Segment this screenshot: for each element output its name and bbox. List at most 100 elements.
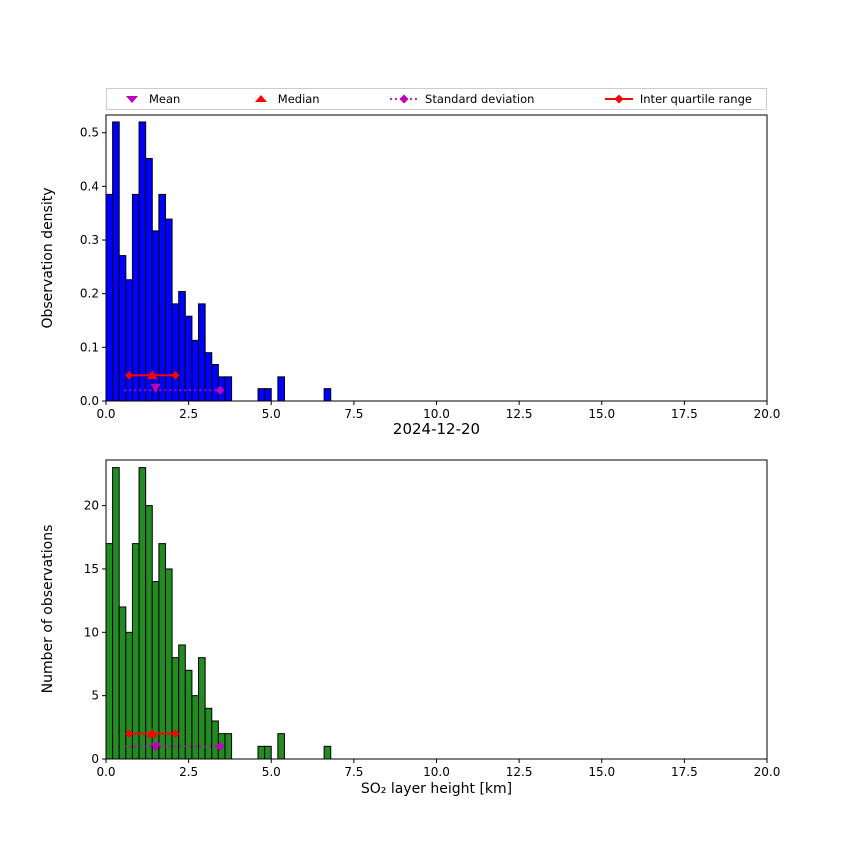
x-tick-label: 0.0	[96, 407, 115, 421]
iqr-legend-icon	[604, 94, 633, 104]
y-tick-label: 5	[91, 689, 99, 703]
x-tick-label: 12.5	[506, 765, 533, 779]
x-tick-label: 12.5	[506, 407, 533, 421]
legend-label-std: Standard deviation	[425, 92, 535, 106]
y-tick-label: 0.5	[80, 126, 99, 140]
histogram-bar	[138, 467, 147, 760]
histogram-bar	[178, 291, 186, 402]
histogram-bar	[191, 339, 200, 402]
y-axis-label-bottom: Number of observations	[40, 524, 56, 694]
x-tick-label: 15.0	[588, 765, 615, 779]
histogram-bar	[204, 352, 213, 402]
x-tick-label: 20.0	[754, 407, 781, 421]
legend-label-mean: Mean	[149, 92, 181, 106]
histogram-bar	[191, 695, 200, 760]
histogram-bar	[171, 303, 180, 402]
histogram-bar	[105, 193, 114, 402]
mean-marker	[150, 383, 161, 394]
y-tick-label: 0.0	[80, 394, 99, 408]
x-axis-label: SO₂ layer height [km]	[360, 781, 513, 797]
histogram-bar	[125, 631, 133, 760]
median-marker	[147, 728, 158, 738]
x-tick-label: 10.0	[423, 765, 450, 779]
histogram-bar	[164, 218, 173, 402]
histogram-bar	[211, 364, 219, 402]
triangle-down-icon	[126, 96, 138, 103]
histogram-bar	[118, 606, 127, 760]
count-histogram-axes: 0.0 2.5 5.0 7.5 10.0 12.5 15.0 17.5 20.0 0 5 10 15 20	[84, 459, 781, 779]
histogram-bar	[257, 745, 266, 760]
x-tick-label: 17.5	[671, 407, 698, 421]
y-tick-label: 20	[84, 499, 99, 513]
x-tick-label: 2.5	[179, 765, 198, 779]
histogram-bar	[164, 568, 173, 760]
histogram-bar	[138, 121, 147, 402]
diamond-icon	[614, 94, 624, 104]
diamond-icon	[399, 94, 409, 104]
histogram-bar	[257, 388, 266, 402]
histogram-bar	[145, 505, 153, 760]
mean-legend-icon	[126, 96, 138, 103]
figure-title: 2024-12-20	[392, 420, 481, 438]
histogram-bar	[145, 157, 153, 402]
median-legend-icon	[254, 95, 267, 102]
legend-label-median: Median	[277, 92, 320, 106]
x-tick-label: 20.0	[754, 765, 781, 779]
histogram-bar	[158, 543, 166, 760]
y-tick-label: 15	[84, 562, 99, 576]
histogram-bar	[105, 543, 114, 760]
histogram-bar	[131, 543, 140, 760]
x-tick-label: 7.5	[344, 407, 363, 421]
histogram-bar	[178, 644, 186, 760]
x-tick-label: 10.0	[423, 407, 450, 421]
histogram-bar	[204, 707, 213, 760]
iqr-diamond-marker	[124, 729, 134, 738]
y-tick-label: 0.3	[80, 233, 99, 247]
x-tick-label: 17.5	[671, 765, 698, 779]
histogram-bar	[112, 121, 120, 402]
median-marker	[147, 369, 158, 380]
x-tick-label: 7.5	[344, 765, 363, 779]
legend-label-iqr: Inter quartile range	[639, 92, 752, 106]
histogram-bar	[211, 720, 219, 760]
legend-item-std: Standard deviation	[389, 92, 534, 106]
histogram-bar	[125, 279, 133, 402]
iqr-diamond-marker	[171, 729, 180, 738]
histogram-bar	[198, 303, 206, 402]
histogram-bar	[171, 657, 180, 760]
histogram-bar	[224, 376, 233, 402]
density-histogram-axes: 0.0 2.5 5.0 7.5 10.0 12.5 15.0 17.5 20.0 0.0 0.1 0.…	[80, 114, 781, 421]
histogram-bar	[158, 193, 166, 402]
histogram-bar	[224, 733, 233, 760]
histogram-bar	[323, 388, 332, 402]
std-legend-icon	[390, 94, 419, 104]
histogram-bar	[323, 745, 332, 760]
x-tick-label: 15.0	[588, 407, 615, 421]
iqr-diamond-marker	[171, 371, 180, 380]
histogram-bar	[198, 657, 206, 760]
y-axis-label-top: Observation density	[40, 187, 56, 329]
y-tick-label: 10	[84, 625, 99, 639]
x-tick-label: 5.0	[262, 407, 281, 421]
y-tick-label: 0.4	[80, 179, 99, 193]
legend: Mean Median Standard deviation Inter qua…	[106, 88, 767, 110]
histogram-bar	[277, 376, 285, 402]
std-diamond-marker	[215, 741, 225, 751]
triangle-up-icon	[254, 95, 267, 102]
mean-marker	[150, 742, 161, 752]
std-diamond-marker	[215, 385, 225, 395]
legend-item-median: Median	[250, 92, 320, 106]
x-tick-label: 5.0	[262, 765, 281, 779]
histogram-bar	[184, 315, 193, 402]
histogram-bar	[112, 467, 120, 760]
histogram-bar	[264, 388, 272, 402]
legend-item-mean: Mean	[121, 92, 180, 106]
y-tick-label: 0.2	[80, 287, 99, 301]
y-tick-label: 0.1	[80, 340, 99, 354]
histogram-bar	[264, 745, 272, 760]
x-tick-label: 2.5	[179, 407, 198, 421]
y-tick-label: 0	[91, 752, 99, 766]
iqr-diamond-marker	[124, 371, 134, 380]
